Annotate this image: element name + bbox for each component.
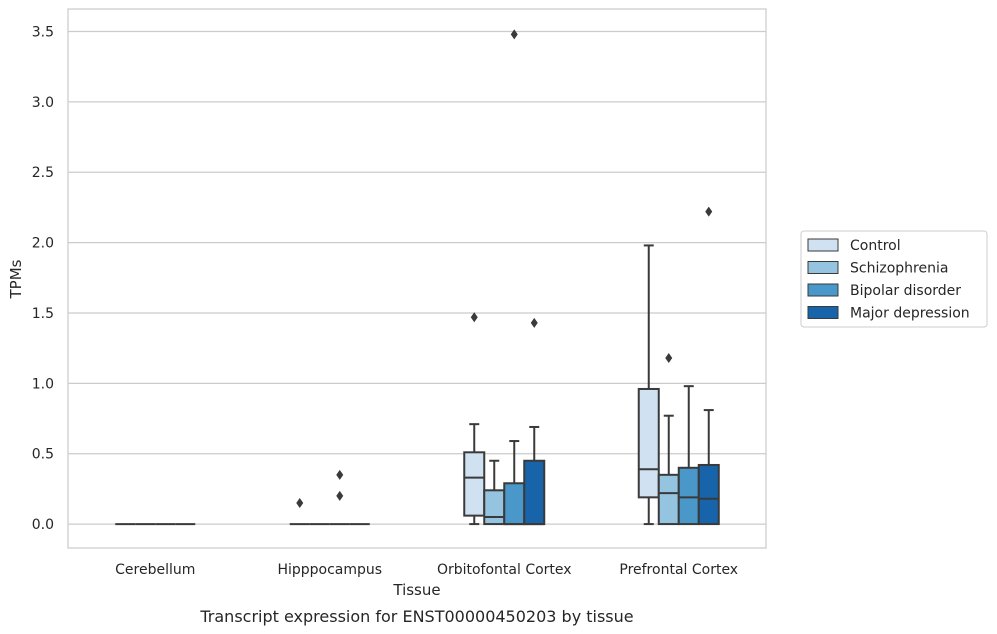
legend-item: Control xyxy=(807,238,901,254)
legend-frame xyxy=(800,230,988,328)
box-orbitofontal-cortex-major-depression xyxy=(523,317,546,526)
legend-items: Control Schizophrenia Bipolar disorder Majo… xyxy=(807,238,970,322)
x-tick-label: Orbitofontal Cortex xyxy=(437,562,572,578)
y-tick-label: 2.5 xyxy=(32,165,54,181)
legend-swatch xyxy=(807,306,839,319)
box-orbitofontal-cortex-bipolar-disorder xyxy=(503,29,526,526)
box-prefrontal-cortex-control xyxy=(637,244,660,526)
x-tick-labels: Cerebellum Hipppocampus Orbitofontal Corte… xyxy=(115,562,738,578)
box-hipppocampus-bipolar-disorder xyxy=(329,469,350,526)
box-orbitofontal-cortex-schizophrenia xyxy=(483,459,506,526)
x-axis-title: Tissue xyxy=(392,581,440,599)
box-iqr xyxy=(657,473,680,526)
y-tick-label: 0.0 xyxy=(32,517,54,533)
legend-item: Schizophrenia xyxy=(807,261,948,277)
y-tick-labels: 0.0 0.5 1.0 1.5 2.0 2.5 3.0 3.5 xyxy=(32,25,54,534)
y-tick-label: 1.5 xyxy=(32,306,54,322)
box-iqr xyxy=(483,489,506,526)
legend-label: Bipolar disorder xyxy=(850,283,961,299)
legend-swatch xyxy=(807,261,839,274)
box-iqr xyxy=(523,459,546,526)
outlier-point xyxy=(705,206,713,217)
x-tick-label: Hipppocampus xyxy=(277,562,382,578)
box-iqr xyxy=(637,387,660,499)
y-tick-label: 3.0 xyxy=(32,95,54,111)
legend-swatch xyxy=(807,238,839,252)
box-iqr xyxy=(677,466,700,526)
legend-swatch xyxy=(807,283,839,297)
box-marks xyxy=(115,29,720,526)
legend-label: Control xyxy=(850,238,901,254)
outlier-point xyxy=(296,497,304,508)
chart-caption: Transcript expression for ENST0000045020… xyxy=(199,607,633,626)
y-axis-title: TPMs xyxy=(7,259,25,299)
y-tick-label: 2.0 xyxy=(32,236,54,252)
legend: Control Schizophrenia Bipolar disorder Majo… xyxy=(800,230,988,328)
x-tick-label: Cerebellum xyxy=(115,562,195,578)
legend-label: Major depression xyxy=(850,306,970,322)
outlier-point xyxy=(510,29,518,40)
outlier-point xyxy=(336,469,344,480)
y-tick-label: 3.5 xyxy=(32,25,54,41)
box-hipppocampus-control xyxy=(289,497,310,526)
x-tick-label: Prefrontal Cortex xyxy=(619,562,738,578)
y-tick-label: 1.0 xyxy=(32,376,54,392)
legend-item: Major depression xyxy=(807,306,970,322)
outlier-point xyxy=(665,353,673,364)
y-tick-label: 0.5 xyxy=(32,447,54,463)
legend-label: Schizophrenia xyxy=(850,261,948,277)
outlier-point xyxy=(470,312,478,323)
gridlines xyxy=(68,30,766,525)
box-iqr xyxy=(503,482,526,526)
box-iqr xyxy=(697,463,720,526)
box-prefrontal-cortex-bipolar-disorder xyxy=(677,385,700,526)
box-orbitofontal-cortex-control xyxy=(463,312,486,526)
legend-item: Bipolar disorder xyxy=(807,283,961,299)
outlier-point xyxy=(336,490,344,501)
outlier-point xyxy=(530,317,538,328)
box-prefrontal-cortex-schizophrenia xyxy=(657,353,680,526)
box-prefrontal-cortex-major-depression xyxy=(697,206,720,526)
box-iqr xyxy=(463,451,486,517)
plot-frame xyxy=(67,8,767,549)
